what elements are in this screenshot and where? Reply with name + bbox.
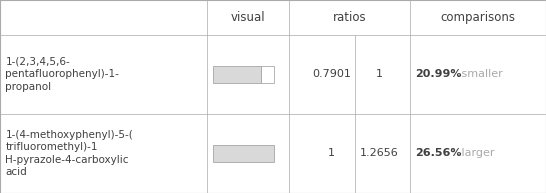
Text: 1-(2,3,4,5,6-
pentafluorophenyl)-1-
propanol: 1-(2,3,4,5,6- pentafluorophenyl)-1- prop…: [5, 57, 120, 92]
Text: 20.99%: 20.99%: [415, 69, 461, 79]
Text: 1: 1: [376, 69, 383, 79]
Text: 0.7901: 0.7901: [312, 69, 351, 79]
Text: larger: larger: [458, 148, 494, 158]
Bar: [213, 66, 262, 83]
Bar: [213, 145, 274, 162]
Text: 26.56%: 26.56%: [415, 148, 461, 158]
Bar: [262, 66, 275, 83]
Text: 1.2656: 1.2656: [360, 148, 399, 158]
Text: 1: 1: [328, 148, 335, 158]
Text: 1-(4-methoxyphenyl)-5-(
trifluoromethyl)-1
H-pyrazole-4-carboxylic
acid: 1-(4-methoxyphenyl)-5-( trifluoromethyl)…: [5, 130, 133, 177]
Text: comparisons: comparisons: [440, 11, 515, 24]
Text: ratios: ratios: [333, 11, 366, 24]
Text: smaller: smaller: [458, 69, 502, 79]
Text: visual: visual: [231, 11, 266, 24]
